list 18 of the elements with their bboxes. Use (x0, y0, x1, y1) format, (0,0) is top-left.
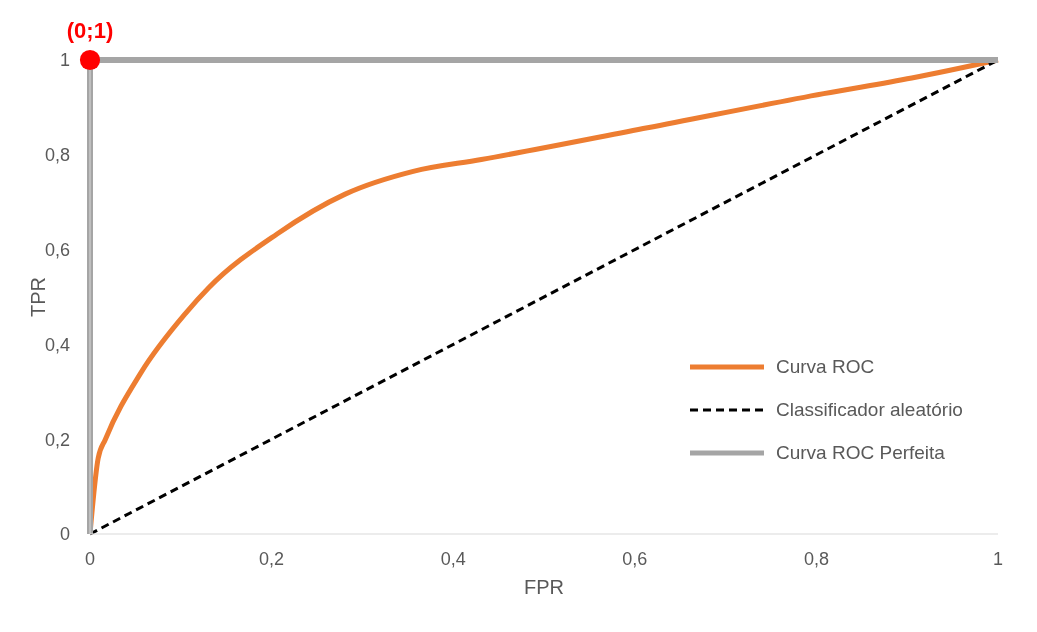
legend-label: Curva ROC (776, 355, 875, 378)
y-tick-label: 0,8 (44, 145, 70, 166)
y-tick-label: 0,6 (44, 239, 70, 260)
x-tick-label: 0 (84, 548, 96, 569)
y-tick-label: 0,2 (44, 429, 70, 450)
x-tick-label: 1 (992, 548, 1004, 569)
legend-label: Curva ROC Perfeita (776, 441, 945, 464)
annotation: (0;1) (66, 18, 114, 43)
y-tick-label: 0 (59, 524, 70, 545)
x-tick-label: 0,4 (440, 548, 466, 569)
x-tick-label: 0,8 (803, 548, 829, 569)
x-axis-title: FPR (524, 576, 564, 598)
x-tick-label: 0,6 (622, 548, 648, 569)
legend-label: Classificador aleatório (776, 398, 963, 421)
y-tick-label: 0,4 (44, 334, 70, 355)
x-tick-label: 0,2 (259, 548, 285, 569)
y-tick-label: 1 (59, 50, 70, 71)
y-axis-title: TPR (27, 277, 50, 317)
